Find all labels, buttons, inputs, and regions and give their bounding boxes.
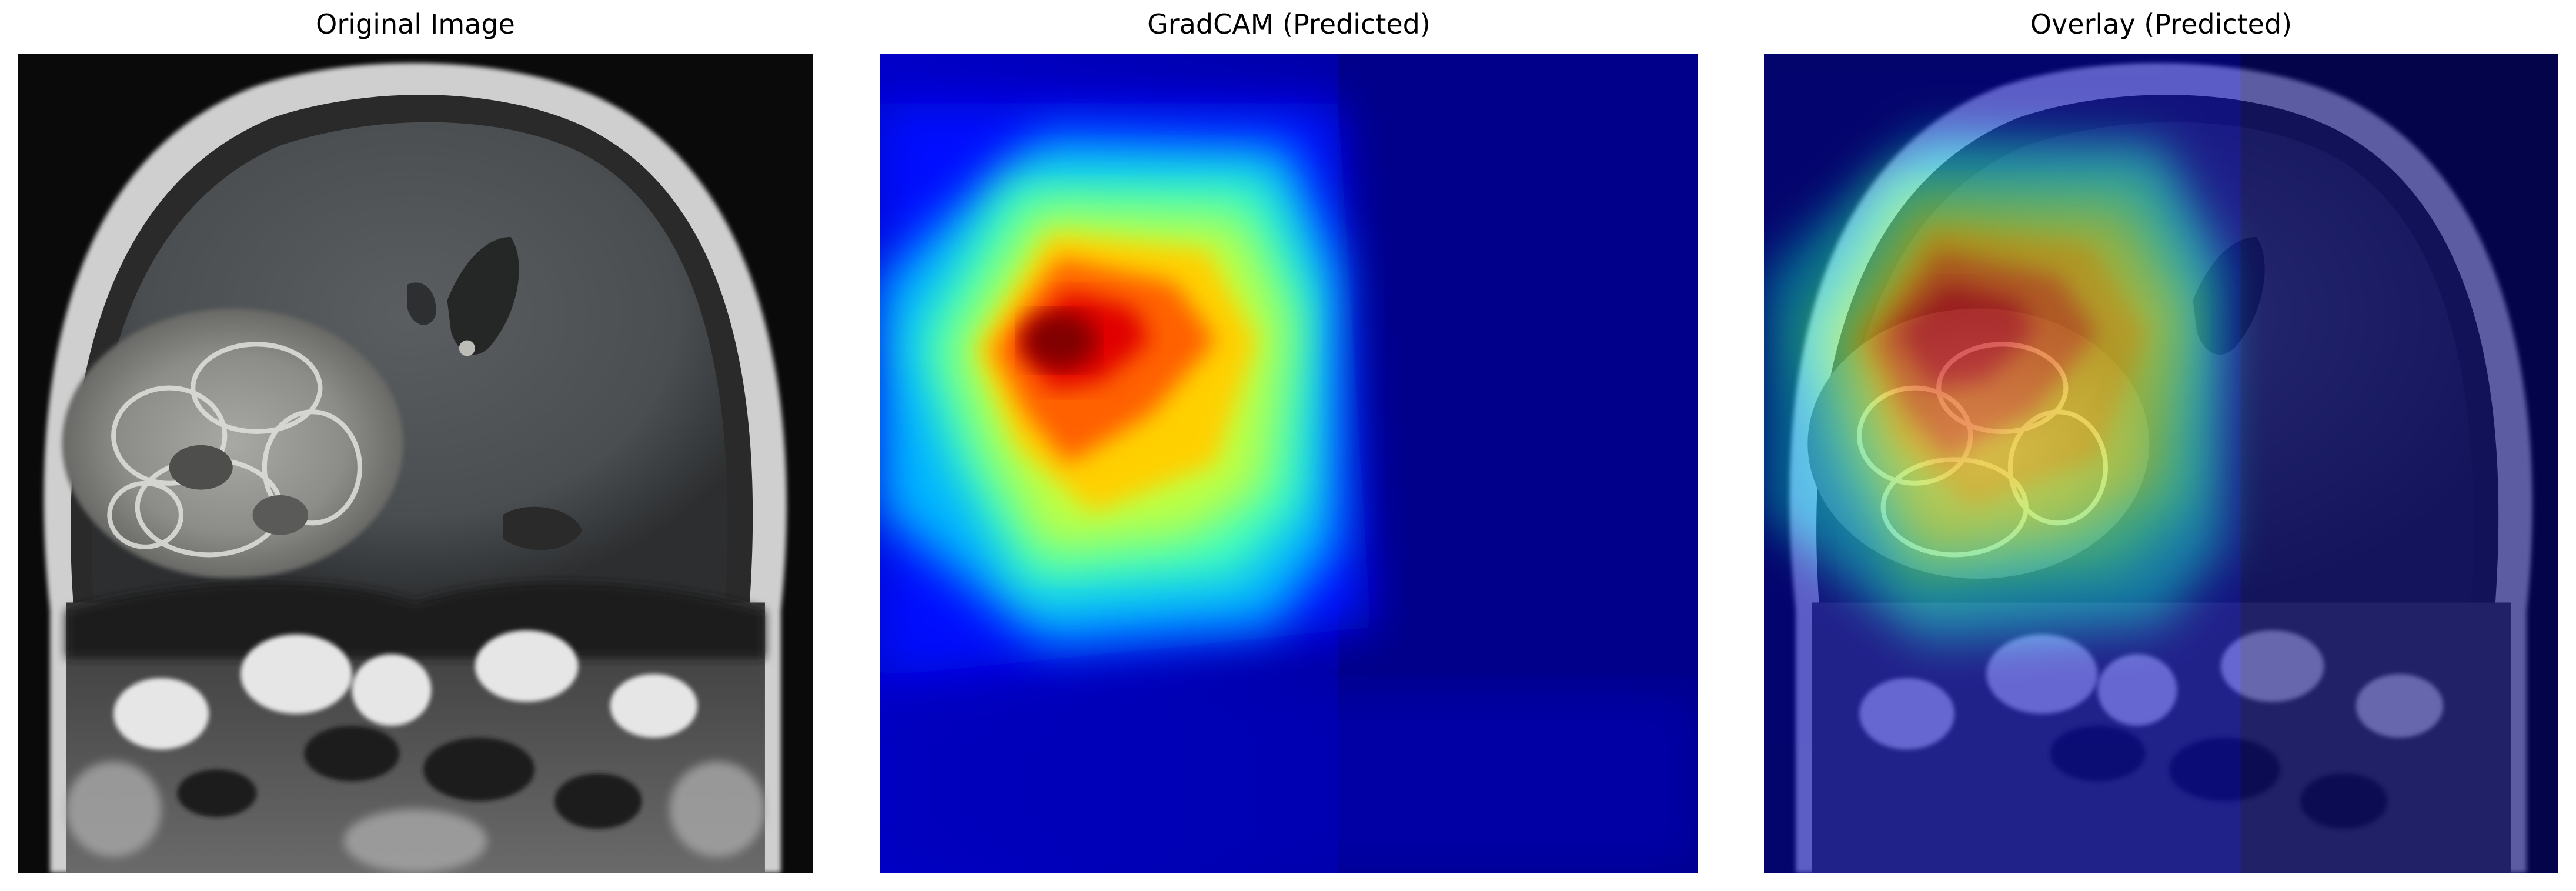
gradcam-heatmap-image [880,54,1698,873]
gradcam-panel [880,54,1698,873]
panel-title-original: Original Image [316,8,515,40]
heatmap-overlay-image [1764,54,2558,873]
panel-title-overlay: Overlay (Predicted) [2030,8,2293,40]
overlay-panel [1764,54,2558,873]
mri-brain-scan-image [18,54,813,873]
panel-title-gradcam: GradCAM (Predicted) [1147,8,1431,40]
original-image-panel [18,54,813,873]
